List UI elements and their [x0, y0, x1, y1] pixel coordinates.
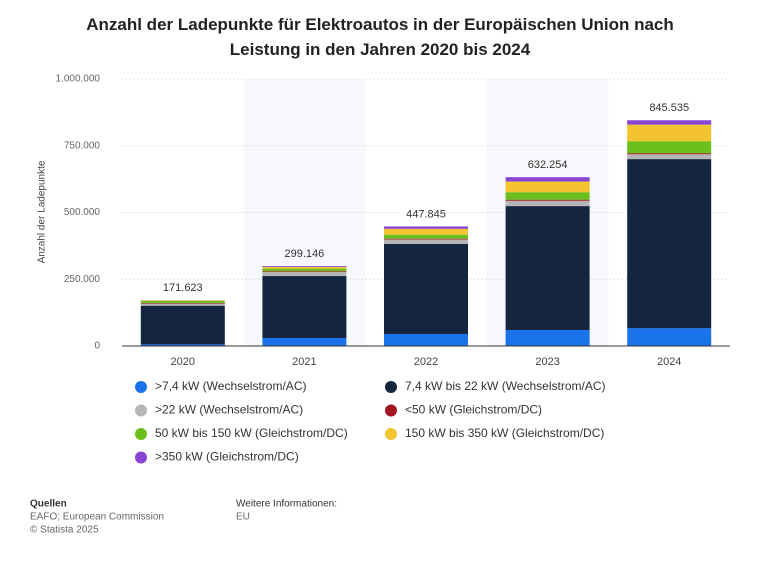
- copyright: © Statista 2025: [30, 525, 99, 536]
- chart-title: Anzahl der Ladepunkte für Elektroautos i…: [86, 15, 674, 59]
- sources: EAFO; European Commission: [30, 512, 164, 523]
- x-tick-label: 2024: [657, 356, 681, 368]
- total-label: 632.254: [528, 159, 568, 171]
- bar-segment: [384, 239, 468, 245]
- legend-label: 50 kW bis 150 kW (Gleichstrom/DC): [155, 426, 348, 440]
- y-tick-label: 750.000: [64, 140, 101, 151]
- x-tick-label: 2021: [292, 356, 316, 368]
- legend-marker: [135, 451, 147, 464]
- bar-segment: [505, 329, 590, 346]
- bar-segment: [384, 234, 468, 239]
- sources-title: Quellen: [30, 499, 67, 510]
- bar-segment: [384, 244, 468, 334]
- legend-label: >22 kW (Wechselstrom/AC): [155, 403, 303, 417]
- bar-segment: [262, 337, 347, 346]
- legend-marker: [135, 381, 147, 393]
- bar-segment: [627, 159, 712, 329]
- legend-label: >7,4 kW (Wechselstrom/AC): [155, 379, 306, 393]
- bar-segment: [140, 300, 225, 304]
- total-label: 447.845: [406, 208, 446, 220]
- y-tick-label: 250.000: [64, 274, 101, 285]
- bar-segment: [505, 200, 590, 207]
- bar-segment: [262, 276, 347, 338]
- bar-segment: [262, 268, 347, 272]
- bar-segment: [384, 228, 468, 235]
- bar-segment: [262, 266, 347, 267]
- bar-segment: [505, 177, 590, 182]
- legend-label: <50 kW (Gleichstrom/DC): [405, 403, 542, 417]
- bar-segment: [627, 328, 712, 346]
- bar-segment: [505, 206, 590, 330]
- y-axis-label: Anzahl der Ladepunkte: [37, 160, 48, 263]
- legend-marker: [135, 404, 147, 417]
- bar-segment: [140, 305, 225, 345]
- bar-segment: [505, 192, 590, 200]
- bar-segment: [140, 303, 225, 306]
- total-label: 845.535: [649, 102, 689, 114]
- bar-segment: [140, 344, 225, 346]
- bar-segment: [140, 303, 225, 304]
- info: EU: [236, 512, 250, 523]
- legend-marker: [385, 428, 397, 440]
- bar-segment: [505, 199, 590, 201]
- bar-segment: [262, 271, 347, 273]
- bar-segment: [140, 300, 225, 301]
- bar-segment: [627, 154, 712, 160]
- x-tick-label: 2020: [171, 356, 195, 368]
- bar-segment: [627, 120, 712, 125]
- bar-segment: [262, 272, 347, 277]
- total-label: 171.623: [163, 282, 203, 294]
- y-tick-label: 1.000.000: [56, 74, 101, 85]
- legend-label: 7,4 kW bis 22 kW (Wechselstrom/AC): [405, 379, 605, 393]
- total-label: 299.146: [285, 248, 325, 260]
- x-tick-label: 2023: [535, 356, 559, 368]
- bar-segment: [384, 226, 468, 229]
- x-tick-label: 2022: [414, 356, 438, 368]
- info-title: Weitere Informationen:: [236, 499, 337, 510]
- legend-marker: [135, 428, 147, 440]
- bar-segment: [262, 266, 347, 269]
- bar-segment: [627, 141, 712, 154]
- legend-label: >350 kW (Gleichstrom/DC): [155, 450, 299, 464]
- bar-segment: [627, 153, 712, 155]
- bar-segment: [627, 124, 712, 142]
- legend-marker: [385, 381, 397, 393]
- bar-segment: [384, 333, 468, 346]
- y-tick-label: 500.000: [64, 207, 101, 218]
- bar-segment: [505, 181, 590, 193]
- legend-label: 150 kW bis 350 kW (Gleichstrom/DC): [405, 426, 604, 440]
- bar-segment: [384, 238, 468, 240]
- y-tick-label: 0: [94, 341, 100, 352]
- legend-marker: [385, 404, 397, 417]
